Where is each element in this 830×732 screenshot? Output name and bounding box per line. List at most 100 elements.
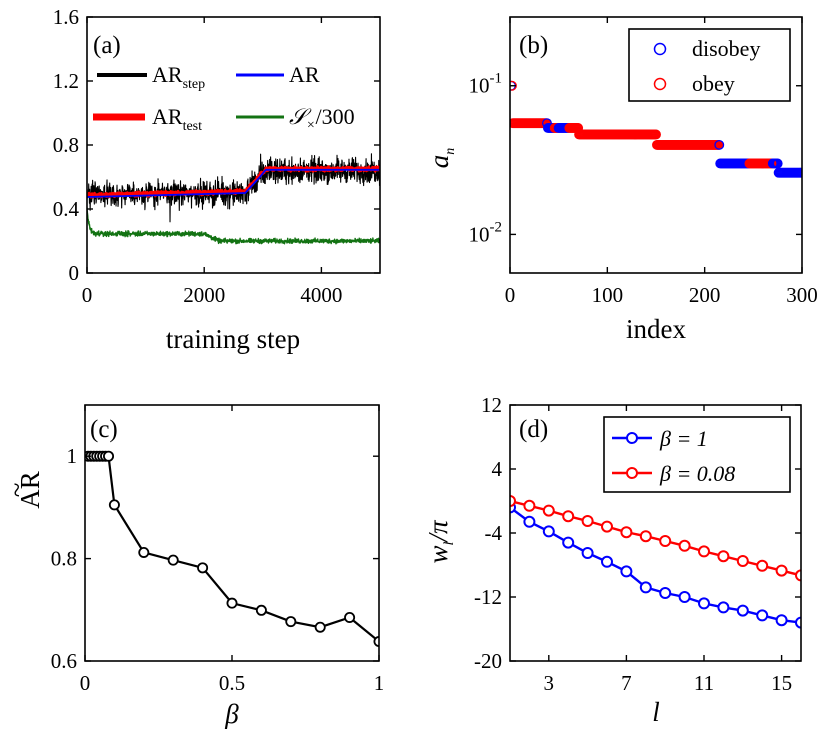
panel-d-legend: β = 1 β = 0.08 (603, 416, 791, 493)
point-series-1 (717, 550, 730, 563)
panel-d-legend-box (603, 416, 791, 493)
panel-b-label: (b) (519, 32, 548, 59)
point-disobey (714, 139, 725, 150)
point-series-1 (601, 520, 613, 533)
point-series-0 (717, 601, 730, 614)
panel-d-label: (d) (519, 416, 548, 443)
legend-label-beta-1: β = 1 (659, 426, 708, 451)
x-tick-label: 4000 (300, 283, 342, 307)
point-series-0 (562, 536, 575, 549)
panel-d-ylabel: wl/π (423, 519, 457, 563)
x-tick-label: 0 (505, 283, 516, 307)
panel-a-label: (a) (93, 32, 121, 59)
point-series-0 (678, 591, 691, 603)
y-tick-label: -4 (485, 521, 503, 545)
x-tick-label: 100 (592, 283, 624, 307)
panel-b-axes-box (509, 16, 803, 274)
panel-b-legend-box (628, 28, 791, 102)
legend-label-ar: AR (289, 62, 320, 87)
point-series-1 (562, 510, 575, 523)
point-ar-tilde (285, 616, 297, 628)
x-tick-label: 0.5 (219, 671, 245, 695)
panel-d: 3 7 11 15 -20 -12 -4 4 12 (d) l wl/π β = 1 β = 0… (423, 393, 802, 727)
point-ar-tilde (138, 546, 150, 558)
panel-a-xlabel: training step (166, 324, 300, 354)
y-tick-label: 10-1 (469, 71, 503, 98)
point-ar-tilde (255, 604, 267, 616)
legend-label-ar-step: ARstep (152, 62, 205, 92)
point-ar-tilde (226, 597, 238, 609)
point-series-1 (510, 495, 516, 507)
svg-text:wl/π: wl/π (423, 519, 457, 563)
panel-d-xlabel: l (652, 697, 660, 727)
point-series-0 (581, 547, 594, 559)
point-ar-tilde (108, 499, 120, 511)
point-series-1 (678, 539, 691, 552)
point-obey (651, 129, 661, 140)
point-disobey (797, 167, 802, 178)
panel-c-label: (c) (90, 416, 118, 443)
panel-a-legend: ARstep AR ARtest 𝒮×/300 (93, 62, 355, 134)
x-tick-label: 7 (621, 671, 632, 695)
point-series-1 (736, 555, 749, 567)
point-series-1 (775, 564, 788, 577)
series-ar (87, 168, 380, 198)
x-tick-label: 0 (80, 671, 91, 695)
point-ar-tilde (344, 611, 356, 623)
point-series-0 (795, 616, 801, 629)
legend-marker-obey (653, 77, 667, 91)
legend-label-ar-test: ARtest (152, 104, 202, 134)
point-series-0 (523, 515, 536, 528)
panel-b: 0 100 200 300 10-2 10-1 (b) index an disobey … (424, 16, 818, 344)
y-tick-label: 0.8 (53, 133, 79, 157)
x-tick-label: 3 (544, 671, 555, 695)
panel-c-xlabel: β (224, 699, 239, 729)
point-series-0 (639, 581, 652, 594)
point-series-0 (601, 555, 613, 568)
legend-marker-beta-008 (626, 467, 638, 479)
y-tick-label: 10-2 (469, 219, 503, 246)
y-tick-label: -12 (474, 585, 502, 609)
x-tick-label: 15 (771, 671, 792, 695)
y-tick-label: 12 (481, 393, 502, 417)
series-s-300 (87, 207, 380, 245)
x-tick-label: 11 (694, 671, 714, 695)
point-series-1 (795, 569, 801, 582)
y-tick-label: 0.8 (51, 547, 77, 571)
panel-c: 0 0.5 1 0.6 0.8 1 (c) β AR ~ (2, 404, 385, 729)
point-ar-tilde (197, 562, 209, 574)
point-series-1 (659, 535, 672, 547)
point-series-0 (736, 604, 749, 617)
point-series-0 (756, 609, 769, 622)
point-series-1 (620, 526, 633, 539)
legend-label-s: 𝒮×/300 (289, 104, 355, 133)
panel-c-ylabel-accent: ~ (2, 483, 32, 498)
point-series-0 (659, 587, 672, 599)
y-tick-label: 1.6 (53, 5, 79, 29)
series-line-1 (510, 499, 801, 577)
legend-marker-beta-1 (626, 432, 638, 444)
legend-label-disobey: disobey (692, 36, 760, 61)
x-tick-label: 2000 (183, 283, 225, 307)
point-series-1 (523, 499, 536, 512)
point-series-1 (542, 504, 555, 517)
legend-marker-disobey (653, 42, 667, 56)
point-series-0 (698, 597, 710, 610)
y-tick-label: 1.2 (53, 69, 79, 93)
panel-b-legend: disobey obey (628, 28, 791, 102)
svg-text:an: an (424, 148, 458, 169)
panel-c-ylabel: AR ~ (2, 471, 45, 509)
point-series-1 (581, 515, 594, 527)
point-obey (510, 80, 517, 91)
point-series-0 (542, 525, 555, 538)
series-line-0 (510, 506, 801, 624)
point-ar-tilde (167, 554, 179, 566)
point-series-0 (620, 565, 633, 578)
x-tick-label: 1 (374, 671, 385, 695)
point-series-1 (639, 530, 652, 543)
series-ar-tilde-line (87, 455, 379, 643)
y-tick-label: 4 (492, 457, 503, 481)
point-series-0 (775, 614, 788, 627)
y-tick-label: -20 (474, 649, 502, 673)
